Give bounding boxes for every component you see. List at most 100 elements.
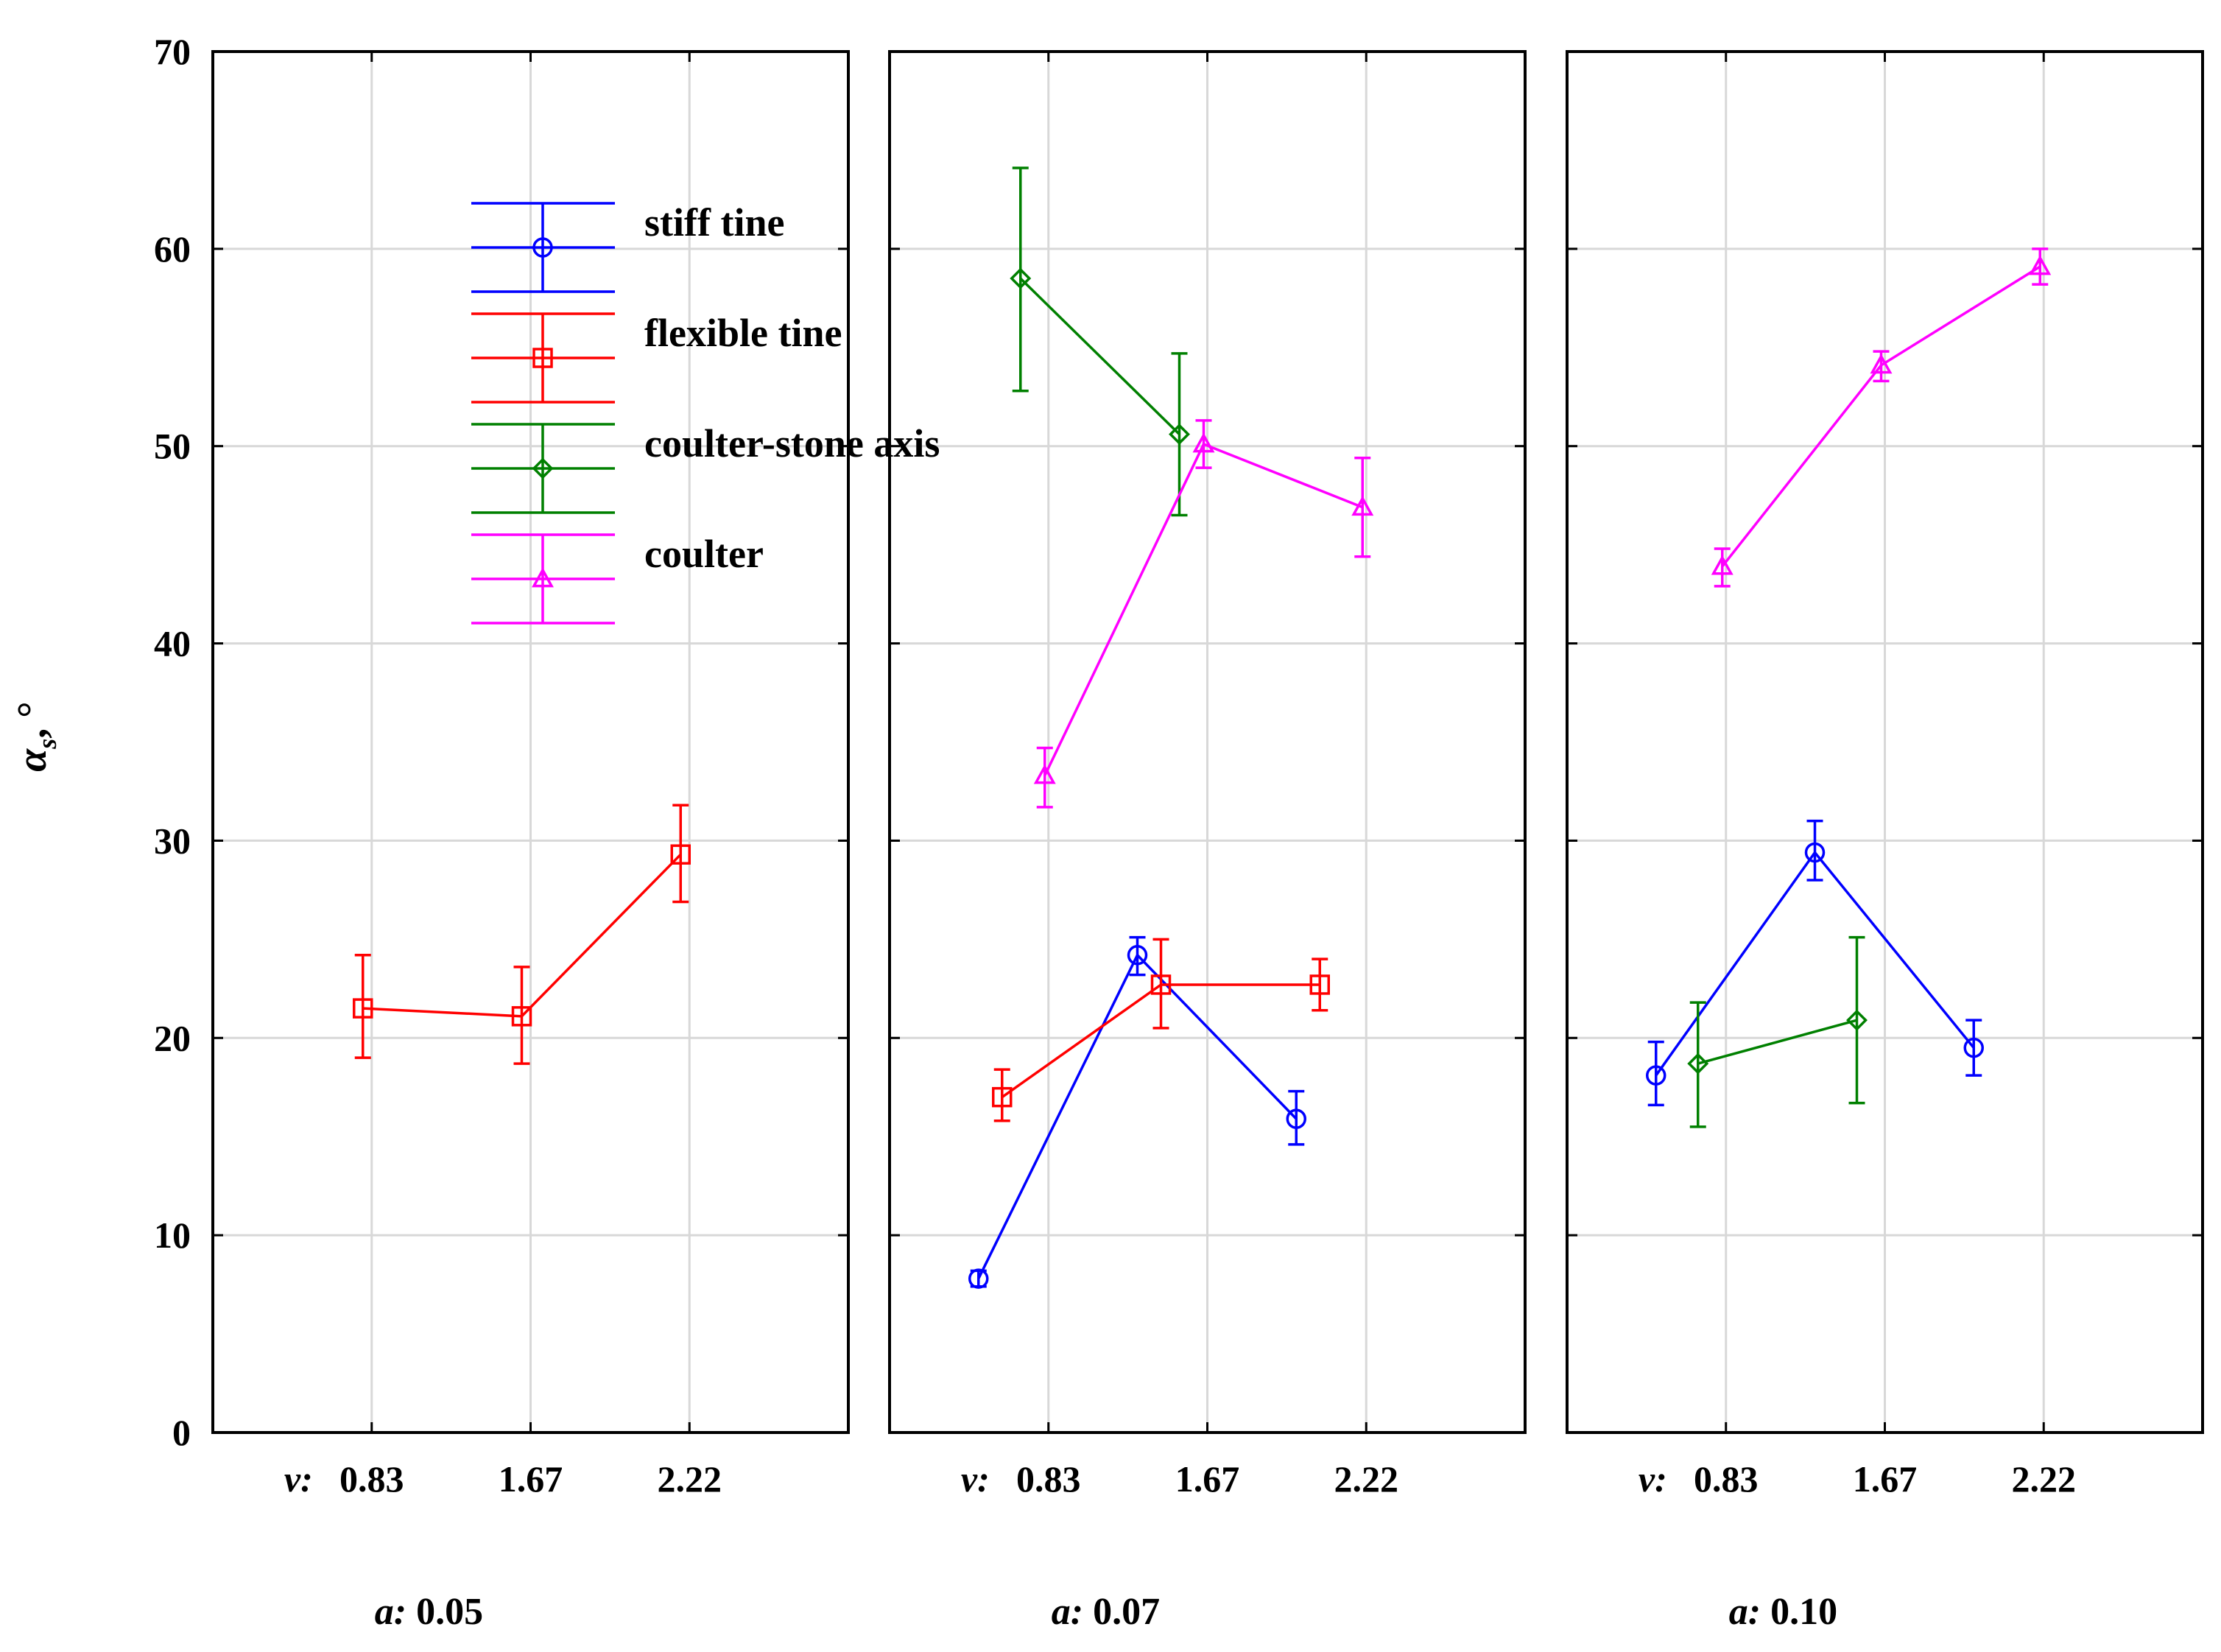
y-axis-label: αs, ° [10,701,62,771]
series-line-coulter [1043,442,1363,776]
series-line-coulter-stone-axis [1697,1019,1857,1065]
series-line-coulter-stone-axis [1019,277,1180,435]
legend-label: stiff tine [644,200,784,245]
legend-item-coulter-stone-axis: coulter-stone axis [471,421,940,514]
series-stiff-tine [1646,819,1984,1107]
panel-frame [888,50,1527,1434]
legend-marker-stiff-tine [532,237,553,258]
error-bar [993,1068,1010,1122]
series-line-stiff-tine [1655,850,1975,1077]
data-point-stiff-tine [1963,1037,1984,1058]
legend-marker-coulter-stone-axis [532,457,554,479]
panel-label-value: 0.10 [1761,1591,1837,1633]
data-point-coulter [1351,496,1374,516]
data-point-flexible-tine [511,1006,532,1027]
error-bar [2032,247,2049,286]
error-bar [1647,1040,1664,1107]
legend: stiff tine flexible tine coulter-stone axi… [471,200,940,625]
legend-item-flexible-tine: flexible tine [471,311,842,404]
panel-label: a: 0.10 [1729,1591,1837,1633]
series-flexible-tine [992,938,1330,1122]
error-bar [1312,957,1328,1012]
series-coulter [1033,419,1374,809]
error-bar [1714,547,1731,588]
svg-text:αs, °: αs, ° [10,701,62,771]
error-bar [1689,1001,1706,1128]
data-point-coulter [1711,555,1733,575]
x-var-label: v: [961,1458,990,1500]
panel-label-var: a: [1729,1591,1761,1633]
data-point-flexible-tine [670,844,691,865]
error-bar [1012,166,1029,393]
y-tick-label-20: 20 [154,1017,191,1058]
series-coulter-stone-axis [1010,166,1190,517]
error-bar [1152,938,1169,1030]
series-coulter [1711,247,2052,588]
panel-0-10: v: 0.83 1.67 2.22 a: 0.10 [1566,50,2204,1633]
panel-label-var: a: [1052,1591,1083,1633]
data-point-flexible-tine [992,1086,1013,1108]
error-bar [1171,352,1188,517]
y-tick-label-60: 60 [154,228,191,270]
error-bar [1354,457,1371,558]
x-tick-label-2-22: 2.22 [2012,1458,2077,1500]
data-point-coulter [1192,432,1215,453]
y-axis-label-unit: , ° [10,701,55,738]
series-flexible-tine [353,804,691,1065]
legend-marker-coulter [532,567,554,588]
data-point-stiff-tine [1286,1108,1306,1129]
data-point-flexible-tine [353,998,373,1019]
y-tick-label-50: 50 [154,426,191,467]
data-point-flexible-tine [1309,974,1330,995]
error-bar [1129,935,1146,977]
error-bar [1036,746,1053,809]
panel-label: a: 0.05 [375,1591,483,1633]
data-point-coulter-stone-axis [1010,267,1032,289]
error-bar [1195,419,1212,469]
data-point-stiff-tine [1646,1065,1666,1086]
x-tick-label-2-22: 2.22 [658,1458,722,1500]
y-tick-label-30: 30 [154,820,191,861]
data-point-stiff-tine [968,1268,989,1289]
y-tick-label-0: 0 [172,1412,191,1453]
error-bar [1288,1089,1305,1146]
legend-label: coulter [644,532,764,576]
series-line-coulter [1721,265,2041,568]
data-point-stiff-tine [1127,945,1148,966]
x-tick-label-1-67: 1.67 [1853,1458,1918,1500]
y-tick-label-70: 70 [154,31,191,72]
panel-0-07: v: 0.83 1.67 2.22 a: 0.07 [888,50,1527,1633]
x-var-label: v: [284,1458,313,1500]
legend-item-coulter: coulter [471,532,764,625]
y-axis-label-main: α [10,748,55,772]
data-point-coulter [2029,255,2052,275]
data-point-coulter-stone-axis [1846,1009,1868,1031]
series-coulter-stone-axis [1687,935,1868,1128]
panel-label-var: a: [375,1591,406,1633]
data-point-flexible-tine [1150,974,1172,995]
y-tick-label-40: 40 [154,623,191,664]
data-point-stiff-tine [1804,842,1826,863]
error-bar [672,804,689,904]
x-var-label: v: [1639,1458,1667,1500]
legend-item-stiff-tine: stiff tine [471,200,784,293]
panel-0-05: 0 10 20 30 40 50 60 70 v: 0.83 1.67 2.22 a: 0.05 [154,31,850,1633]
legend-label: flexible tine [644,311,842,355]
x-tick-label-2-22: 2.22 [1334,1458,1399,1500]
error-bar [1806,819,1823,882]
error-bar [513,966,530,1065]
panel-frame [211,50,850,1434]
series-stiff-tine [968,935,1306,1289]
panel-label-value: 0.07 [1083,1591,1160,1633]
error-bar [354,954,371,1059]
y-axis-label-sub: s [32,739,62,750]
x-tick-label-0-83: 0.83 [339,1458,404,1500]
x-tick-label-0-83: 0.83 [1694,1458,1759,1500]
legend-label: coulter-stone axis [644,421,940,465]
panel-label-value: 0.05 [406,1591,483,1633]
data-point-coulter [1033,764,1056,784]
series-line-stiff-tine [977,952,1298,1279]
panel-frame [1566,50,2204,1434]
x-tick-label-1-67: 1.67 [499,1458,563,1500]
data-point-coulter-stone-axis [1687,1052,1709,1075]
